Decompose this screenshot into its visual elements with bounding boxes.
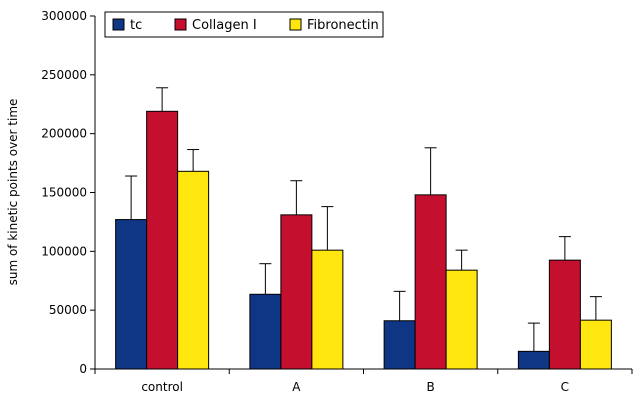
- legend-swatch: [112, 18, 125, 31]
- x-ticks: control A B C: [94, 369, 633, 394]
- x-tick-label: C: [561, 380, 569, 394]
- bar: [383, 320, 416, 370]
- legend-swatch: [174, 18, 187, 31]
- bar: [414, 194, 447, 370]
- bar: [579, 319, 612, 370]
- legend: tc Collagen I Fibronectin: [104, 11, 384, 38]
- y-tick-label: 0: [79, 362, 87, 376]
- bar: [548, 259, 581, 370]
- y-tick-label: 200000: [41, 127, 87, 141]
- x-tick-label: control: [141, 380, 183, 394]
- y-tick-label: 100000: [41, 244, 87, 258]
- bar: [280, 214, 313, 370]
- legend-frame: [104, 11, 384, 38]
- legend-swatch: [289, 18, 302, 31]
- bar: [177, 170, 210, 370]
- y-tick-label: 300000: [41, 9, 87, 23]
- bar: [445, 269, 478, 370]
- legend-label: Fibronectin: [307, 18, 379, 33]
- legend-label: Collagen I: [192, 18, 257, 33]
- y-tick-label: 150000: [41, 186, 87, 200]
- bars: [115, 87, 612, 370]
- bar: [249, 293, 282, 370]
- y-tick-label: 250000: [41, 68, 87, 82]
- bar: [115, 219, 148, 370]
- y-tick-label: 50000: [49, 303, 87, 317]
- bar: [517, 350, 550, 370]
- y-axis-label: sum of kinetic points over time: [6, 99, 20, 286]
- x-tick-label: B: [427, 380, 435, 394]
- bar: [311, 249, 344, 370]
- bar: [146, 110, 179, 370]
- legend-label: tc: [130, 18, 142, 33]
- y-ticks: 0 50000 100000 150000 200000 250000 300000: [41, 9, 95, 376]
- x-tick-label: A: [292, 380, 301, 394]
